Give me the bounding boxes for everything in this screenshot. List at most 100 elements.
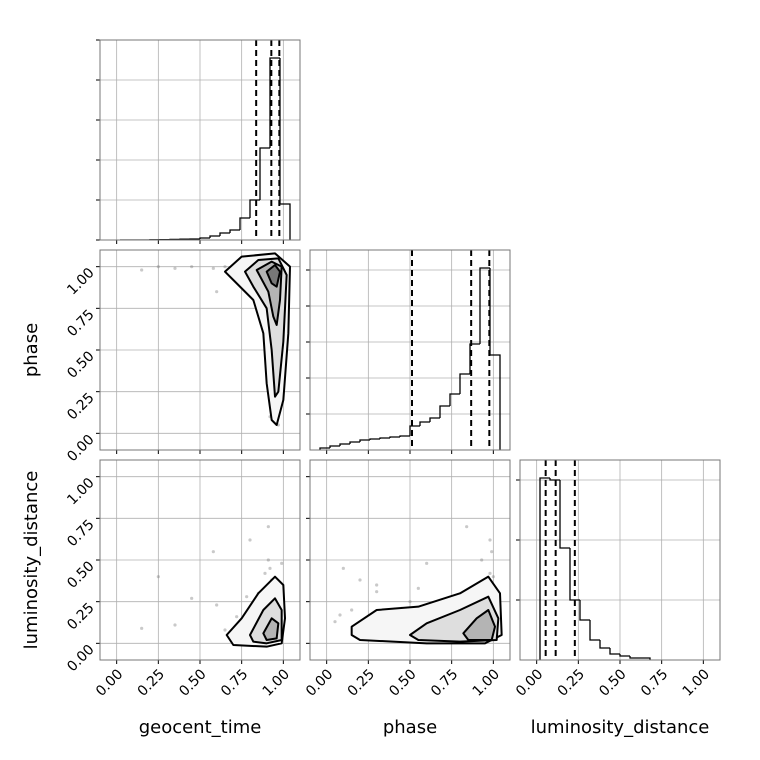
sample-point — [465, 525, 469, 529]
y-axis-label: phase — [21, 323, 42, 377]
histogram-bin — [199, 237, 210, 239]
sample-point — [190, 596, 194, 600]
histogram-bin — [239, 217, 250, 230]
sample-point — [490, 550, 494, 554]
histogram-bin — [589, 620, 600, 641]
sample-point — [491, 575, 495, 579]
y-tick-label: 0.50 — [64, 348, 97, 381]
sample-point — [156, 575, 160, 579]
x-axis-label: phase — [383, 717, 437, 738]
histogram-bin — [349, 441, 360, 444]
histogram-bin — [559, 480, 570, 549]
y-tick-label: 0.75 — [64, 307, 97, 340]
sample-point — [375, 590, 379, 594]
x-tick-label: 0.75 — [638, 666, 671, 699]
histogram-bin — [219, 232, 230, 236]
x-tick-label: 0.00 — [93, 666, 126, 699]
sample-point — [263, 571, 267, 575]
histogram-bin — [389, 436, 400, 438]
sample-point — [266, 558, 270, 562]
sample-point — [408, 600, 412, 604]
sample-point — [140, 626, 144, 630]
histogram-bin — [279, 58, 291, 240]
histogram-bin — [419, 421, 430, 426]
sample-point — [350, 608, 354, 612]
x-tick-label: 0.00 — [303, 666, 336, 699]
y-tick-label: 1.00 — [64, 475, 97, 508]
y-tick-label: 1.00 — [64, 265, 97, 298]
histogram-bin — [489, 268, 501, 450]
panel-frame — [519, 459, 721, 661]
histogram-bin — [359, 439, 370, 442]
x-tick-label: 0.25 — [135, 666, 168, 699]
panel-frame — [99, 39, 301, 241]
sample-point — [268, 566, 272, 570]
sample-point — [333, 620, 337, 624]
panel-frame — [309, 459, 511, 661]
sample-point — [338, 613, 342, 617]
y-tick-label: 0.25 — [64, 600, 97, 633]
histogram-bin — [579, 600, 590, 621]
sample-point — [223, 265, 227, 269]
sample-point — [173, 623, 177, 627]
sample-point — [266, 525, 270, 529]
y-tick-label: 0.50 — [64, 558, 97, 591]
x-tick-label: 0.25 — [555, 666, 588, 699]
histogram-bin — [629, 656, 640, 659]
sample-point — [173, 266, 177, 270]
x-tick-label: 0.00 — [513, 666, 546, 699]
panel: 0.000.250.500.751.00 — [64, 249, 301, 465]
x-tick-label: 0.75 — [428, 666, 461, 699]
histogram-bin — [329, 445, 340, 448]
histogram-bin — [549, 478, 560, 481]
histogram-bin — [339, 443, 350, 446]
histogram-bin — [319, 447, 330, 450]
panel — [306, 249, 511, 454]
sample-point — [358, 578, 362, 582]
histogram-bin — [539, 477, 550, 660]
x-tick-label: 1.00 — [260, 666, 293, 699]
histogram-bin — [449, 393, 460, 406]
sample-point — [235, 615, 239, 619]
histogram-bin — [209, 235, 220, 238]
contour — [265, 264, 281, 288]
sample-point — [190, 265, 194, 269]
sample-point — [488, 538, 492, 542]
sample-point — [416, 586, 420, 590]
x-tick-label: 0.75 — [218, 666, 251, 699]
panel — [96, 39, 301, 244]
x-tick-label: 1.00 — [470, 666, 503, 699]
panel: 0.00 0.25 0.50 0.75 1.000.000.250.500.751.00 — [64, 459, 301, 700]
histogram-bin — [569, 548, 580, 601]
sample-point — [425, 561, 429, 565]
sample-point — [211, 550, 215, 554]
x-axis-label: geocent_time — [139, 717, 262, 738]
sample-point — [245, 595, 249, 599]
sample-point — [280, 561, 284, 565]
histogram-bin — [619, 654, 630, 657]
x-tick-label: 1.00 — [680, 666, 713, 699]
histogram-bin — [399, 435, 410, 437]
histogram-bin — [369, 438, 380, 440]
histogram-bin — [229, 229, 240, 233]
contour — [462, 609, 496, 641]
contour — [262, 617, 280, 641]
x-tick-label: 0.25 — [345, 666, 378, 699]
histogram-bin — [429, 417, 440, 422]
sample-point — [140, 268, 144, 272]
histogram-bin — [439, 405, 450, 418]
sample-point — [248, 538, 252, 542]
histogram-bin — [259, 147, 270, 200]
sample-point — [156, 265, 160, 269]
x-tick-label: 0.50 — [176, 666, 209, 699]
x-axis-label: luminosity_distance — [531, 717, 710, 738]
y-tick-label: 0.00 — [64, 642, 97, 675]
histogram-bin — [640, 657, 651, 660]
histogram-bin — [379, 437, 390, 439]
y-axis-label: luminosity_distance — [21, 471, 42, 650]
sample-point — [211, 266, 215, 270]
histogram-bin — [459, 373, 470, 394]
y-tick-label: 0.75 — [64, 517, 97, 550]
